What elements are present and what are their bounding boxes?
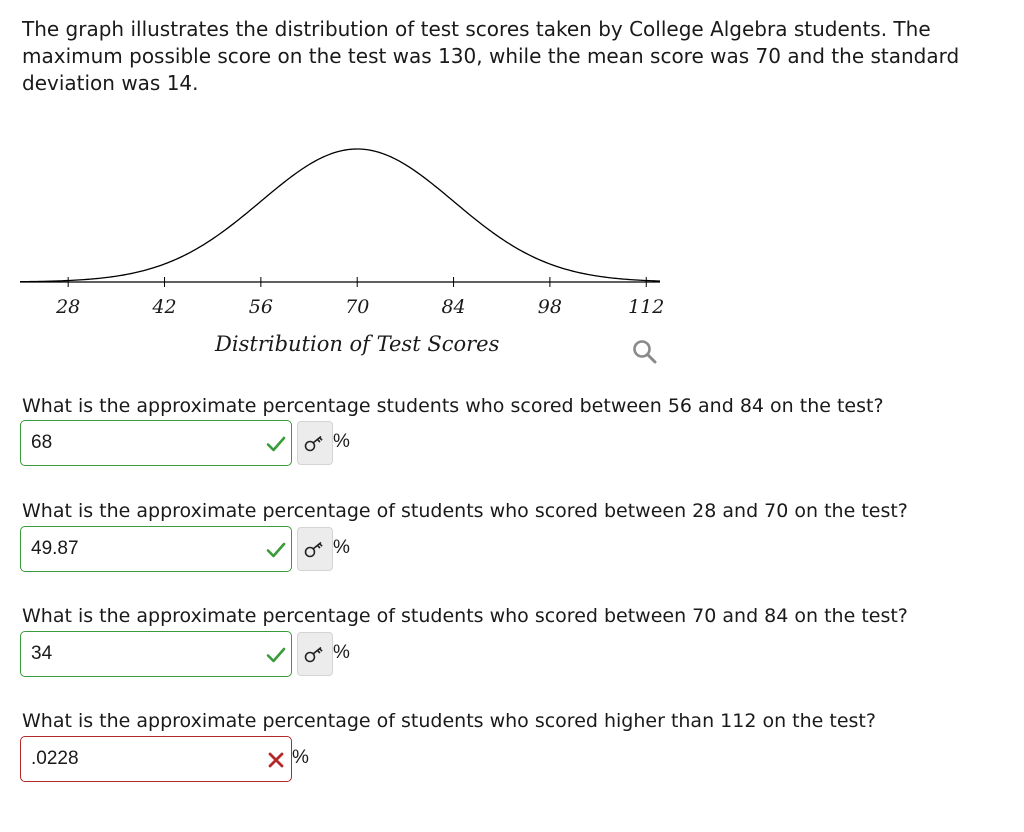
key-button-3[interactable] (297, 632, 333, 676)
answer-box-2 (20, 526, 292, 572)
key-button-1[interactable] (297, 421, 333, 465)
x-mark-icon (268, 752, 284, 768)
unit-percent-3: % (333, 642, 350, 663)
answer-input-3[interactable] (31, 632, 251, 676)
key-icon (304, 541, 323, 558)
x-tick-label-42: 42 (151, 296, 176, 318)
answer-input-4[interactable] (31, 737, 251, 781)
unit-percent-4: % (292, 747, 309, 768)
normal-distribution-chart: 28 42 56 70 84 98 112 Distribution of Test Scor… (19, 148, 664, 356)
question-4-text: What is the approximate percentage of st… (22, 710, 876, 732)
checkmark-icon (266, 542, 286, 558)
key-button-2[interactable] (297, 527, 333, 571)
x-tick-label-84: 84 (441, 296, 465, 318)
question-3-text: What is the approximate percentage of st… (22, 605, 908, 627)
answer-box-1 (20, 420, 292, 466)
unit-percent-1: % (333, 431, 350, 452)
problem-intro: The graph illustrates the distribution o… (22, 17, 960, 95)
key-icon (304, 646, 323, 663)
distribution-curve (19, 148, 661, 283)
answer-box-4 (20, 736, 292, 782)
question-1-text: What is the approximate percentage stude… (22, 395, 884, 417)
unit-percent-2: % (333, 537, 350, 558)
answer-box-3 (20, 631, 292, 677)
x-tick-label-112: 112 (628, 296, 664, 318)
key-icon (304, 435, 323, 452)
checkmark-icon (266, 647, 286, 663)
question-2-text: What is the approximate percentage of st… (22, 500, 908, 522)
magnifier-icon[interactable] (630, 337, 660, 367)
x-tick-label-56: 56 (249, 296, 273, 318)
answer-input-1[interactable] (31, 421, 251, 465)
x-tick-label-98: 98 (538, 296, 562, 318)
answer-input-2[interactable] (31, 527, 251, 571)
x-tick-label-70: 70 (345, 296, 369, 318)
x-axis-title: Distribution of Test Scores (214, 332, 500, 356)
x-tick-label-28: 28 (55, 296, 80, 318)
checkmark-icon (266, 436, 286, 452)
